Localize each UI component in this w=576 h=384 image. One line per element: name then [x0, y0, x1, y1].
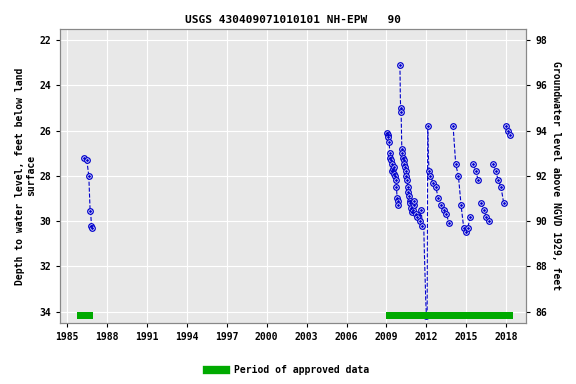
- Legend: Period of approved data: Period of approved data: [203, 361, 373, 379]
- Y-axis label: Depth to water level, feet below land
surface: Depth to water level, feet below land su…: [15, 67, 37, 285]
- Title: USGS 430409071010101 NH-EPW   90: USGS 430409071010101 NH-EPW 90: [185, 15, 401, 25]
- Bar: [386, 312, 513, 319]
- Y-axis label: Groundwater level above NGVD 1929, feet: Groundwater level above NGVD 1929, feet: [551, 61, 561, 290]
- Bar: [77, 312, 93, 319]
